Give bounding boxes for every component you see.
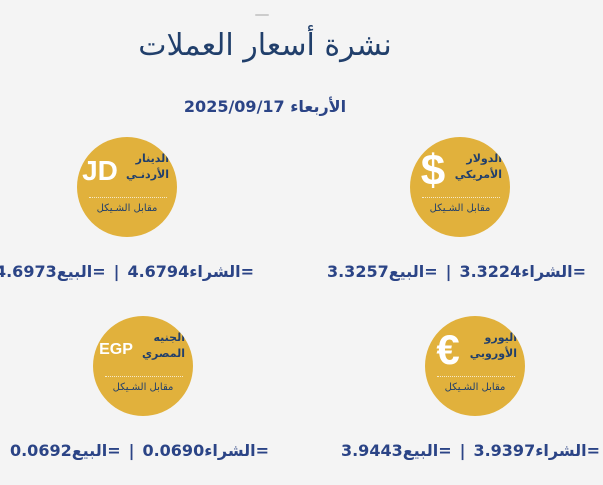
- sell-label: البيع=: [388, 262, 438, 281]
- buy-label: الشراء=: [521, 262, 586, 281]
- currency-name: الجنيه المصري: [141, 331, 185, 360]
- rate-row-usd: الشراء= 3.3224 | البيع= 3.3257: [327, 262, 586, 281]
- currency-symbol-icon: $: [420, 147, 446, 195]
- buy-value: 3.9397: [473, 441, 536, 460]
- separator: |: [113, 262, 120, 281]
- currency-badge-jod: JD الدينار الأردنـي مقابل الشـيكل: [77, 137, 177, 237]
- rate-row-eur: الشراء= 3.9397 | البيع= 3.9443: [341, 441, 600, 460]
- currency-name: الدينار الأردنـي: [126, 152, 169, 181]
- buy-label: الشراء=: [535, 441, 600, 460]
- sell-value: 3.3257: [326, 262, 389, 281]
- buy-value: 0.0690: [142, 441, 205, 460]
- top-divider: [255, 14, 269, 16]
- currency-badge-eur: € اليورو الأوروبي مقابل الشـيكل: [425, 316, 525, 416]
- versus-shekel-label: مقابل الشـيكل: [444, 382, 506, 393]
- sell-label: البيع=: [71, 441, 121, 460]
- currency-badge-egp: EGP الجنيه المصري مقابل الشـيكل: [93, 316, 193, 416]
- sell-value: 0.0692: [9, 441, 72, 460]
- divider: [105, 376, 183, 377]
- separator: |: [445, 262, 452, 281]
- currency-badge-usd: $ الدولار الأمريكي مقابل الشـيكل: [410, 137, 510, 237]
- buy-value: 3.3224: [459, 262, 522, 281]
- buy-label: الشراء=: [189, 262, 254, 281]
- date-label: الأربعاء 2025/09/17: [183, 97, 347, 116]
- currency-symbol-icon: EGP: [99, 341, 133, 358]
- page-title: نشرة أسعار العملات: [138, 28, 392, 63]
- versus-shekel-label: مقابل الشـيكل: [96, 203, 158, 214]
- versus-shekel-label: مقابل الشـيكل: [112, 382, 174, 393]
- buy-label: الشراء=: [204, 441, 269, 460]
- versus-shekel-label: مقابل الشـيكل: [429, 203, 491, 214]
- sell-value: 3.9443: [340, 441, 403, 460]
- currency-symbol-icon: €: [436, 326, 460, 373]
- rate-row-jod: الشراء= 4.6794 | البيع= 4.6973: [0, 262, 254, 281]
- rate-row-egp: الشراء= 0.0690 | البيع= 0.0692: [10, 441, 269, 460]
- currency-name: اليورو الأوروبي: [469, 331, 517, 360]
- separator: |: [459, 441, 466, 460]
- divider: [422, 197, 500, 198]
- currency-name: الدولار الأمريكي: [454, 152, 502, 181]
- divider: [437, 376, 515, 377]
- sell-label: البيع=: [56, 262, 106, 281]
- buy-value: 4.6794: [127, 262, 190, 281]
- sell-label: البيع=: [402, 441, 452, 460]
- currency-symbol-icon: JD: [82, 155, 118, 186]
- sell-value: 4.6973: [0, 262, 57, 281]
- separator: |: [128, 441, 135, 460]
- divider: [89, 197, 167, 198]
